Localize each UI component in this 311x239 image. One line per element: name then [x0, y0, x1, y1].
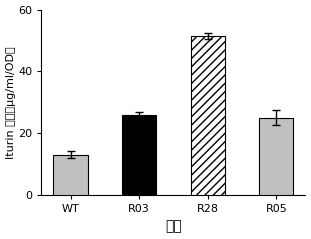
Bar	[122, 114, 156, 195]
Bar	[191, 36, 225, 195]
Bar	[53, 155, 88, 195]
Bar	[259, 118, 294, 195]
X-axis label: 菌株: 菌株	[165, 219, 182, 234]
Y-axis label: Iturin 产量（μg/ml/OD）: Iturin 产量（μg/ml/OD）	[6, 46, 16, 158]
